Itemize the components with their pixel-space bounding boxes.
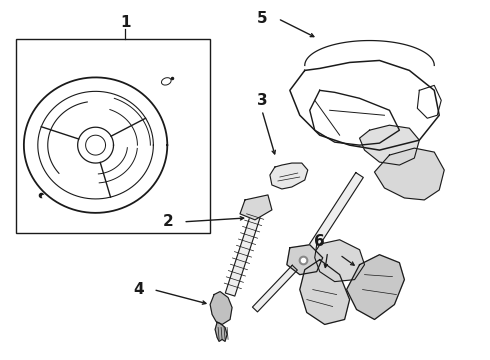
Polygon shape (215, 323, 227, 341)
Text: 2: 2 (163, 214, 173, 229)
Polygon shape (270, 163, 308, 189)
Polygon shape (287, 245, 323, 275)
Polygon shape (210, 292, 232, 324)
Ellipse shape (162, 78, 171, 85)
Polygon shape (360, 125, 419, 165)
Polygon shape (315, 240, 365, 282)
Polygon shape (301, 172, 363, 262)
Text: 6: 6 (315, 234, 325, 249)
Polygon shape (240, 195, 272, 220)
Polygon shape (346, 255, 404, 319)
Text: 3: 3 (257, 93, 267, 108)
Polygon shape (374, 148, 444, 200)
Bar (16, 39, 210, 233)
Polygon shape (300, 260, 349, 324)
Polygon shape (252, 265, 297, 312)
Polygon shape (225, 206, 263, 296)
Text: 1: 1 (120, 15, 131, 30)
Text: 5: 5 (257, 11, 267, 26)
Text: 4: 4 (133, 282, 144, 297)
